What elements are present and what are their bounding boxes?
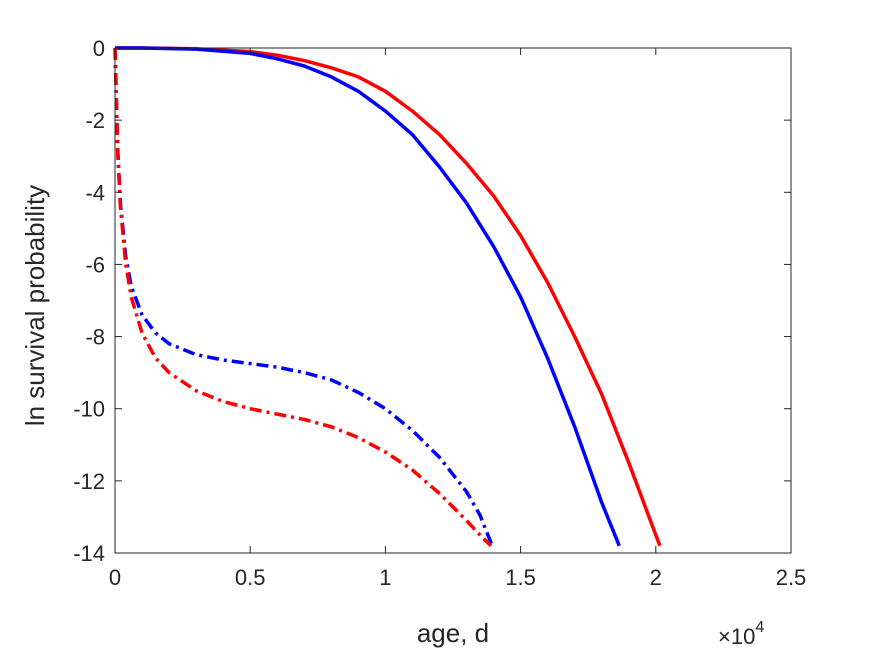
x-axis-ticks: 0 0.5 1 1.5 2 2.5 xyxy=(109,48,806,590)
y-tick-label: -4 xyxy=(85,180,105,205)
x-axis-label: age, d xyxy=(417,618,489,648)
y-tick-label: -12 xyxy=(73,469,105,494)
x-axis-exponent-base: ×10 xyxy=(718,624,755,649)
x-axis-exponent: ×104 xyxy=(718,619,764,649)
x-tick-label: 2.5 xyxy=(776,565,807,590)
y-tick-label: 0 xyxy=(93,36,105,61)
x-tick-label: 1 xyxy=(379,565,391,590)
y-axis-ticks: 0 -2 -4 -6 -8 -10 -12 -14 xyxy=(73,36,791,566)
x-tick-label: 0.5 xyxy=(235,565,266,590)
x-tick-label: 2 xyxy=(650,565,662,590)
y-tick-label: -14 xyxy=(73,541,105,566)
series-line-2 xyxy=(115,46,621,547)
series-layer xyxy=(113,46,662,548)
y-tick-label: -2 xyxy=(85,108,105,133)
y-tick-label: -8 xyxy=(85,325,105,350)
x-tick-label: 1.5 xyxy=(505,565,536,590)
series-line-1 xyxy=(115,46,662,547)
plot-frame xyxy=(114,47,792,554)
x-axis-exponent-power: 4 xyxy=(755,619,764,636)
y-axis-label: ln survival probability xyxy=(20,185,50,426)
y-tick-label: -10 xyxy=(73,397,105,422)
series-line-4 xyxy=(113,47,493,548)
y-tick-label: -6 xyxy=(85,252,105,277)
x-tick-label: 0 xyxy=(109,565,121,590)
